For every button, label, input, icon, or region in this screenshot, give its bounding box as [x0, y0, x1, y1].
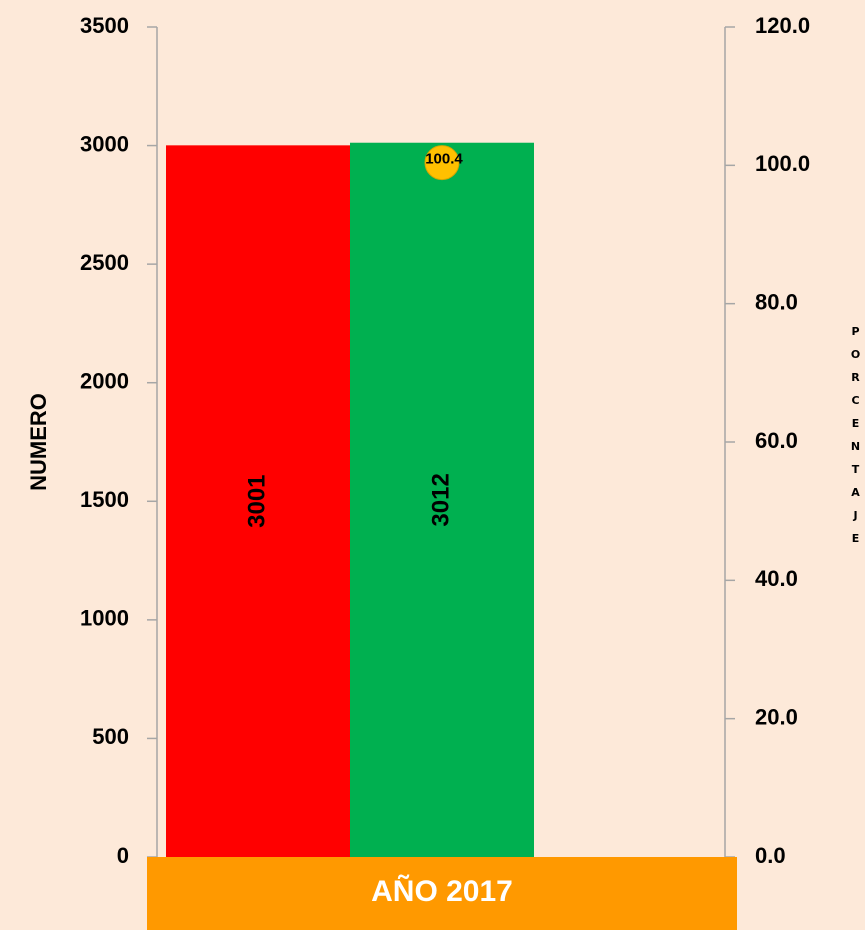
y-tick-label: 2500: [80, 250, 129, 275]
point: [424, 145, 460, 181]
y2-tick-label: 100.0: [755, 151, 810, 176]
y2-axis-label: PORCENTAJE: [849, 325, 862, 555]
x-tick-label: AÑO 2017: [371, 874, 513, 908]
y2-tick-label: 80.0: [755, 289, 798, 314]
y2-tick-label: 40.0: [755, 566, 798, 591]
y2-tick-label: 0.0: [755, 843, 786, 868]
bar: [350, 142, 534, 857]
y2-tick-label: 20.0: [755, 704, 798, 729]
bar: [166, 145, 350, 857]
y-tick-label: 3000: [80, 131, 129, 156]
y-tick-label: 1500: [80, 487, 129, 512]
y2-tick-label: 120.0: [755, 13, 810, 38]
category-band: [147, 857, 737, 930]
y-tick-label: 0: [117, 843, 129, 868]
y2-tick-label: 60.0: [755, 428, 798, 453]
point-label: 100.4: [425, 151, 463, 168]
y-tick-label: 3500: [80, 13, 129, 38]
y-tick-label: 1000: [80, 606, 129, 631]
y-axis-label: NUMERO: [26, 393, 51, 491]
bar-label: 3001: [243, 474, 270, 527]
y-tick-label: 2000: [80, 369, 129, 394]
y-tick-label: 500: [92, 724, 129, 749]
bar-label: 3012: [427, 473, 454, 526]
